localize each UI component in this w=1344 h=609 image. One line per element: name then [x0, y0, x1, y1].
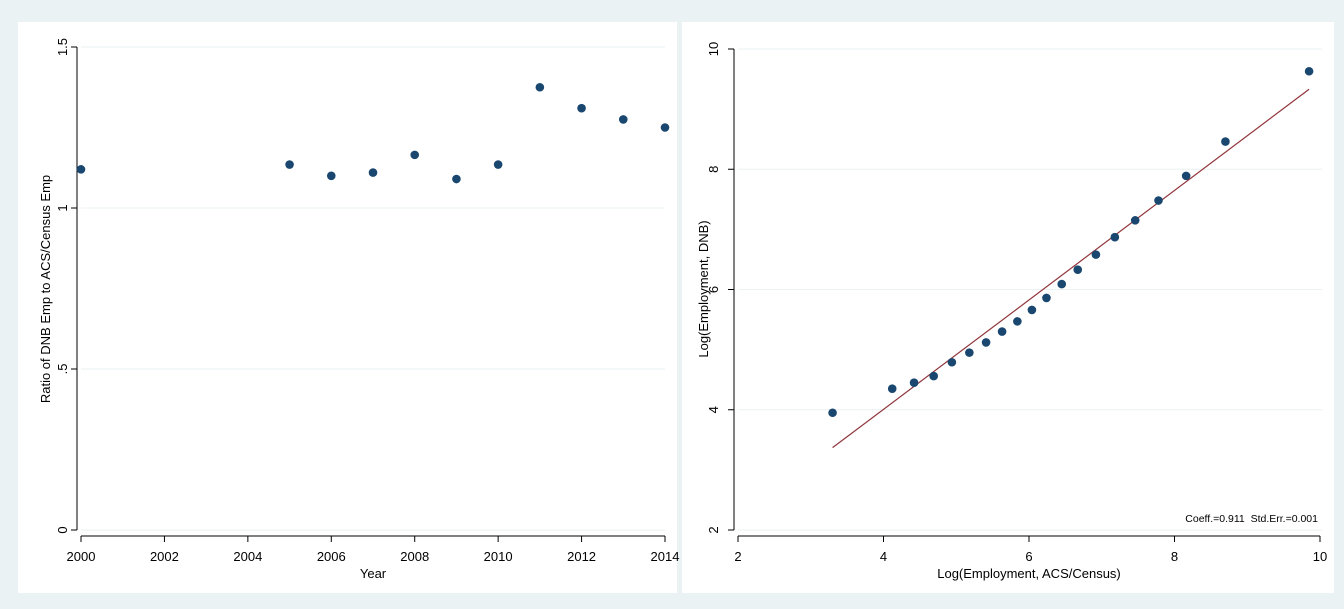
- data-point: [1027, 305, 1037, 315]
- y-axis-title: Log(Employment, DNB): [696, 220, 711, 357]
- data-point: [1130, 216, 1140, 225]
- x-axis-title: Log(Employment, ACS/Census): [937, 566, 1121, 581]
- data-point: [368, 168, 378, 177]
- data-point: [981, 338, 991, 347]
- data-point: [1057, 279, 1067, 289]
- y-tick-label: .5: [55, 364, 70, 375]
- y-tick-label: 1: [55, 204, 70, 211]
- x-tick-label: 2014: [651, 549, 680, 564]
- y-tick-label: 10: [706, 42, 721, 56]
- data-point: [493, 160, 503, 169]
- data-point: [965, 348, 974, 357]
- data-point: [1042, 293, 1051, 303]
- regression-annotation: Coeff.=0.911 Std.Err.=0.001: [1185, 513, 1318, 525]
- data-point: [1181, 171, 1191, 181]
- data-point: [76, 165, 86, 174]
- x-tick-label: 2: [734, 549, 741, 564]
- x-tick-label: 2010: [484, 549, 513, 564]
- y-tick-label: 2: [706, 526, 721, 533]
- fit-line: [832, 88, 1310, 449]
- x-axis-title: Year: [360, 566, 387, 581]
- data-point: [997, 327, 1007, 336]
- x-tick-label: 2008: [400, 549, 429, 564]
- x-tick-label: 6: [1025, 549, 1032, 564]
- y-tick-label: 0: [55, 526, 70, 533]
- y-axis-title: Ratio of DNB Emp to ACS/Census Emp: [38, 175, 53, 403]
- data-point: [1221, 137, 1230, 146]
- data-point: [909, 378, 919, 387]
- data-point: [828, 408, 837, 418]
- x-tick-label: 4: [880, 549, 887, 564]
- x-tick-label: 8: [1171, 549, 1178, 564]
- data-point: [1110, 232, 1120, 242]
- x-tick-label: 2004: [233, 549, 262, 564]
- data-point: [1154, 196, 1163, 205]
- x-tick-label: 2002: [150, 549, 179, 564]
- data-point: [618, 115, 628, 124]
- data-point: [929, 371, 938, 381]
- data-point: [452, 174, 461, 184]
- left-scatter-panel: 0 .5 1 1.5 2000 2002 2004 2006 2008 2010 2012 2014 Y…: [38, 38, 679, 581]
- data-point: [947, 357, 957, 367]
- data-point: [660, 123, 670, 132]
- data-point: [326, 171, 336, 181]
- x-tick-label: 2000: [67, 549, 96, 564]
- y-tick-label: 6: [706, 286, 721, 293]
- data-point: [535, 82, 545, 92]
- right-panel-background: [682, 22, 1334, 593]
- data-point: [1013, 317, 1022, 326]
- data-point: [410, 150, 420, 160]
- y-tick-label: 8: [706, 166, 721, 173]
- x-tick-label: 2012: [567, 549, 596, 564]
- left-panel-background: [18, 22, 677, 593]
- data-point: [1073, 265, 1083, 274]
- x-tick-label: 10: [1313, 549, 1327, 564]
- data-point: [285, 160, 294, 169]
- right-scatter-panel: 2 4 6 8 10 2 4 6 8 10 Log(Employment, ACS/Census) L…: [696, 42, 1327, 581]
- y-tick-label: 4: [706, 406, 721, 413]
- data-point: [887, 384, 897, 394]
- y-tick-label: 1.5: [55, 38, 70, 56]
- x-tick-label: 2006: [317, 549, 346, 564]
- data-point: [1304, 66, 1314, 76]
- data-point: [577, 103, 586, 113]
- data-point: [1091, 250, 1101, 259]
